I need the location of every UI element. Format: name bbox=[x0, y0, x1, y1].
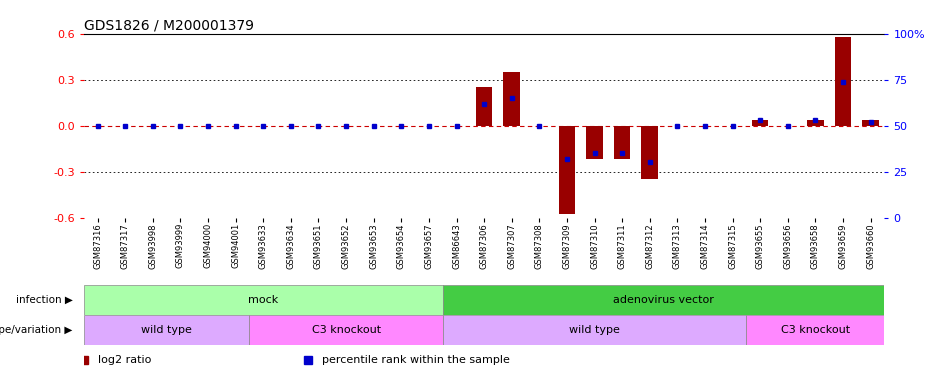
Text: genotype/variation ▶: genotype/variation ▶ bbox=[0, 325, 73, 335]
Text: adenovirus vector: adenovirus vector bbox=[614, 295, 714, 305]
Bar bbox=[752, 120, 768, 126]
Bar bbox=[587, 126, 603, 159]
Bar bbox=[559, 126, 575, 214]
Bar bbox=[807, 120, 824, 126]
Text: wild type: wild type bbox=[569, 325, 620, 335]
Text: C3 knockout: C3 knockout bbox=[781, 325, 850, 335]
Bar bbox=[84, 285, 443, 315]
Bar bbox=[504, 72, 520, 126]
Bar bbox=[84, 315, 250, 345]
Text: wild type: wild type bbox=[142, 325, 192, 335]
Text: C3 knockout: C3 knockout bbox=[312, 325, 381, 335]
Bar bbox=[250, 315, 443, 345]
Text: mock: mock bbox=[249, 295, 278, 305]
Bar bbox=[862, 120, 879, 126]
Bar bbox=[443, 285, 884, 315]
Text: infection ▶: infection ▶ bbox=[16, 295, 73, 305]
Bar bbox=[443, 315, 747, 345]
Text: GDS1826 / M200001379: GDS1826 / M200001379 bbox=[84, 19, 254, 33]
Bar bbox=[476, 87, 492, 126]
Bar bbox=[835, 37, 851, 126]
Bar bbox=[747, 315, 884, 345]
Bar bbox=[614, 126, 630, 159]
Text: log2 ratio: log2 ratio bbox=[98, 355, 152, 365]
Text: percentile rank within the sample: percentile rank within the sample bbox=[322, 355, 510, 365]
Bar bbox=[641, 126, 658, 179]
